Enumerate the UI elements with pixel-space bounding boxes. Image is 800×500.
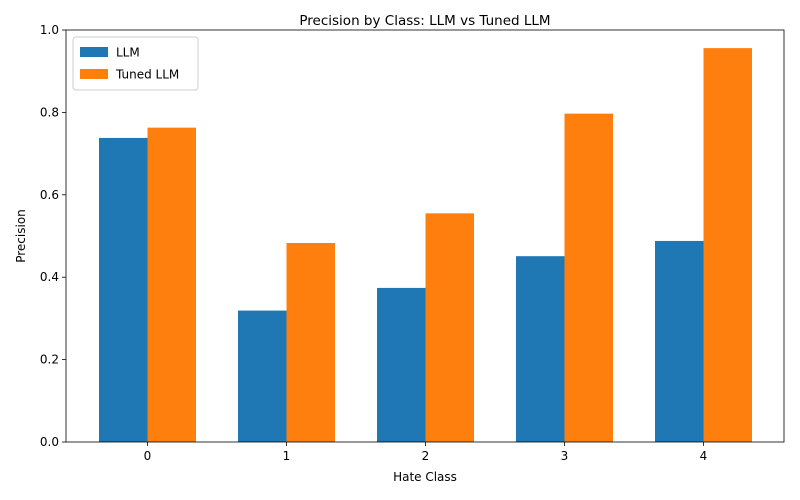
- legend-label-llm: LLM: [116, 46, 140, 60]
- y-tick-label: 1.0: [40, 23, 59, 37]
- y-tick-label: 0.2: [40, 353, 59, 367]
- bar-tuned-llm-class-1: [286, 243, 335, 442]
- y-axis-label: Precision: [14, 209, 28, 263]
- plot-area: [99, 48, 752, 443]
- y-tick-label: 0.4: [40, 270, 59, 284]
- legend-swatch-llm: [80, 47, 108, 57]
- x-tick-label: 3: [561, 449, 569, 463]
- legend: LLM Tuned LLM: [72, 36, 199, 91]
- chart-title: Precision by Class: LLM vs Tuned LLM: [299, 13, 550, 29]
- x-axis: 0 1 2 3 4: [144, 442, 708, 463]
- x-tick-label: 2: [422, 449, 430, 463]
- bar-llm-class-2: [377, 287, 426, 442]
- bar-llm-class-3: [516, 256, 565, 442]
- bar-tuned-llm-class-0: [147, 127, 196, 443]
- bar-tuned-llm-class-4: [703, 48, 752, 443]
- x-tick-label: 0: [144, 449, 152, 463]
- y-tick-label: 0.6: [40, 188, 59, 202]
- x-tick-label: 4: [700, 449, 708, 463]
- bar-tuned-llm-class-3: [564, 113, 613, 443]
- x-axis-label: Hate Class: [393, 470, 457, 484]
- bar-llm-class-4: [655, 240, 704, 442]
- y-tick-label: 0.0: [40, 435, 59, 449]
- bar-llm-class-0: [99, 137, 148, 442]
- legend-label-tuned-llm: Tuned LLM: [115, 68, 179, 82]
- y-tick-label: 0.8: [40, 105, 59, 119]
- legend-swatch-tuned-llm: [80, 69, 108, 79]
- bar-llm-class-1: [238, 310, 287, 442]
- bar-tuned-llm-class-2: [425, 213, 474, 442]
- y-axis: 0.0 0.2 0.4 0.6 0.8 1.0: [40, 23, 66, 449]
- plot-frame: [65, 29, 785, 443]
- x-tick-label: 1: [283, 449, 291, 463]
